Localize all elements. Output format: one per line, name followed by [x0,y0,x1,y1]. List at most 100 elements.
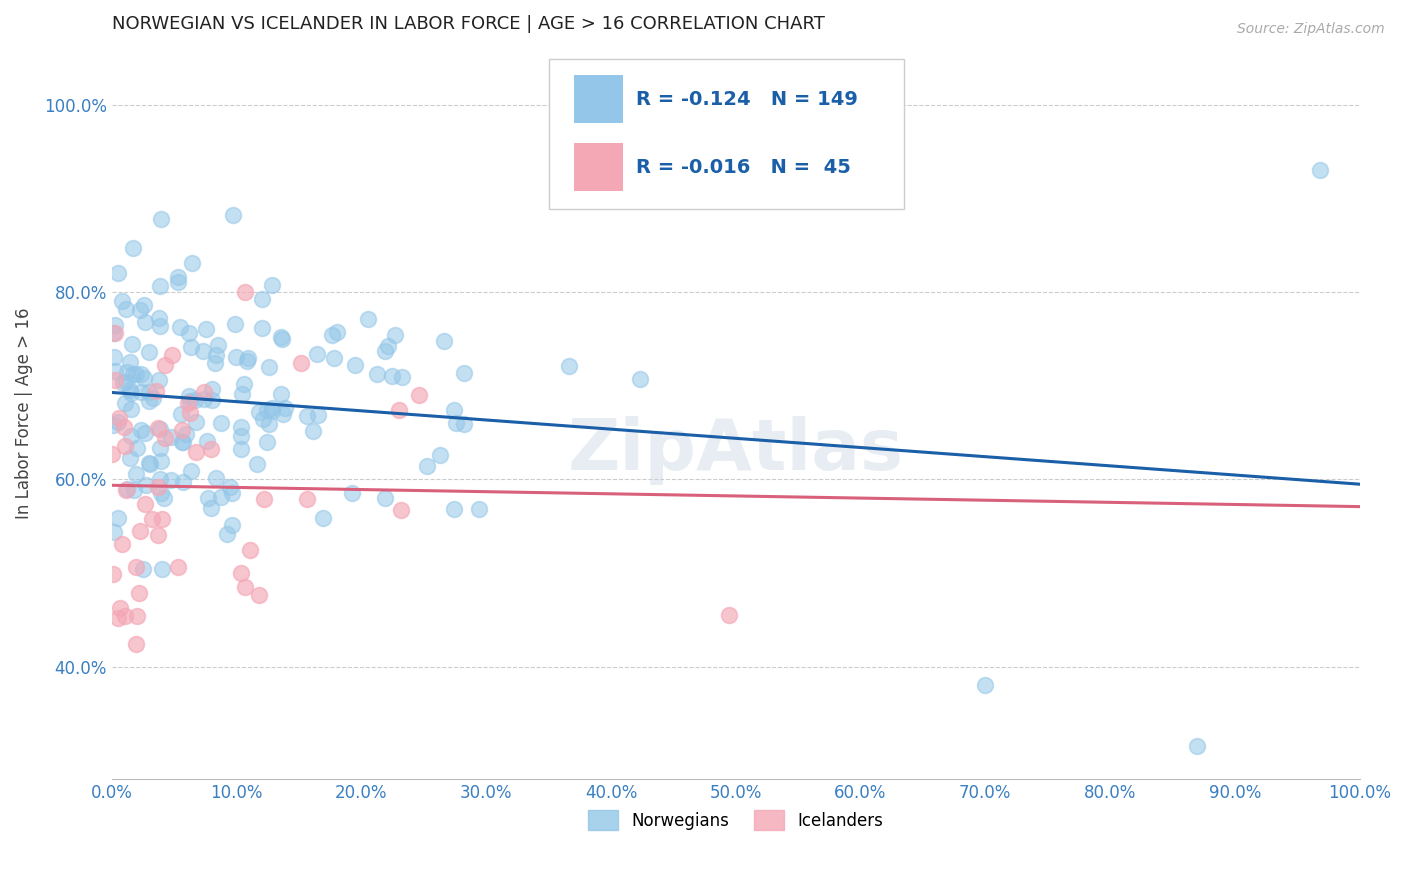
Point [134,425,156,440]
Point [103,524,125,539]
Point [207,338,229,352]
Point [974,678,997,692]
Point [321,328,343,343]
Point [233,580,256,594]
Text: NORWEGIAN VS ICELANDER IN LABOR FORCE | AGE > 16 CORRELATION CHART: NORWEGIAN VS ICELANDER IN LABOR FORCE | … [112,15,825,33]
Point [209,490,232,504]
Point [120,429,142,443]
Point [270,330,292,344]
Point [257,360,280,375]
Point [107,611,129,625]
Point [134,315,156,329]
Point [120,401,142,416]
Point [108,410,131,425]
Point [229,429,252,443]
Point [250,292,273,306]
Point [152,491,174,505]
Point [115,482,138,496]
Point [135,477,157,491]
Point [125,560,148,574]
Point [141,512,163,526]
Point [104,373,127,387]
Point [340,486,363,500]
Point [225,351,247,365]
Point [138,456,160,470]
Point [238,351,260,365]
Point [290,356,312,370]
Point [221,486,243,500]
Point [131,385,153,400]
Point [444,416,467,430]
Point [224,318,246,332]
Point [114,396,136,410]
Point [389,502,412,516]
Point [271,407,294,421]
Point [180,464,202,478]
Point [184,392,207,407]
Point [125,367,148,381]
Point [111,293,134,308]
Point [231,442,253,456]
Point [107,415,129,429]
Point [1187,739,1209,753]
Point [236,354,259,368]
Point [249,589,271,603]
Point [103,350,125,364]
Point [200,500,222,515]
Point [107,510,129,524]
Point [193,385,215,400]
Point [253,492,276,507]
Point [262,404,284,418]
Point [302,424,325,438]
Point [184,445,207,459]
Point [149,319,172,334]
Point [374,344,396,359]
Point [170,423,193,437]
Point [384,328,406,343]
Point [180,340,202,354]
Point [297,409,319,423]
Point [443,501,465,516]
Point [114,439,136,453]
Point [201,392,224,407]
Point [222,208,245,222]
Point [127,608,149,623]
Point [170,407,193,421]
Point [132,371,155,385]
Point [433,334,456,348]
Point [179,406,201,420]
Point [150,211,173,226]
Point [200,442,222,456]
Point [149,278,172,293]
Point [170,434,193,449]
Point [124,467,146,481]
FancyBboxPatch shape [574,144,623,191]
Point [209,416,232,430]
Point [197,491,219,505]
Point [231,386,253,401]
Point [121,337,143,351]
Point [179,326,201,341]
Point [262,401,284,415]
Point [159,473,181,487]
Point [195,434,218,449]
Point [138,344,160,359]
Point [122,240,145,254]
Point [142,391,165,405]
Point [195,322,218,336]
Point [145,384,167,398]
Point [271,332,294,346]
Point [468,501,491,516]
Point [115,365,138,379]
Point [391,370,413,384]
Point [374,491,396,505]
Point [247,404,270,418]
Point [297,492,319,507]
Point [129,303,152,318]
Point [149,441,172,455]
Point [166,560,188,574]
Point [101,326,124,340]
Point [172,475,194,490]
Point [138,385,160,400]
Point [205,348,228,362]
